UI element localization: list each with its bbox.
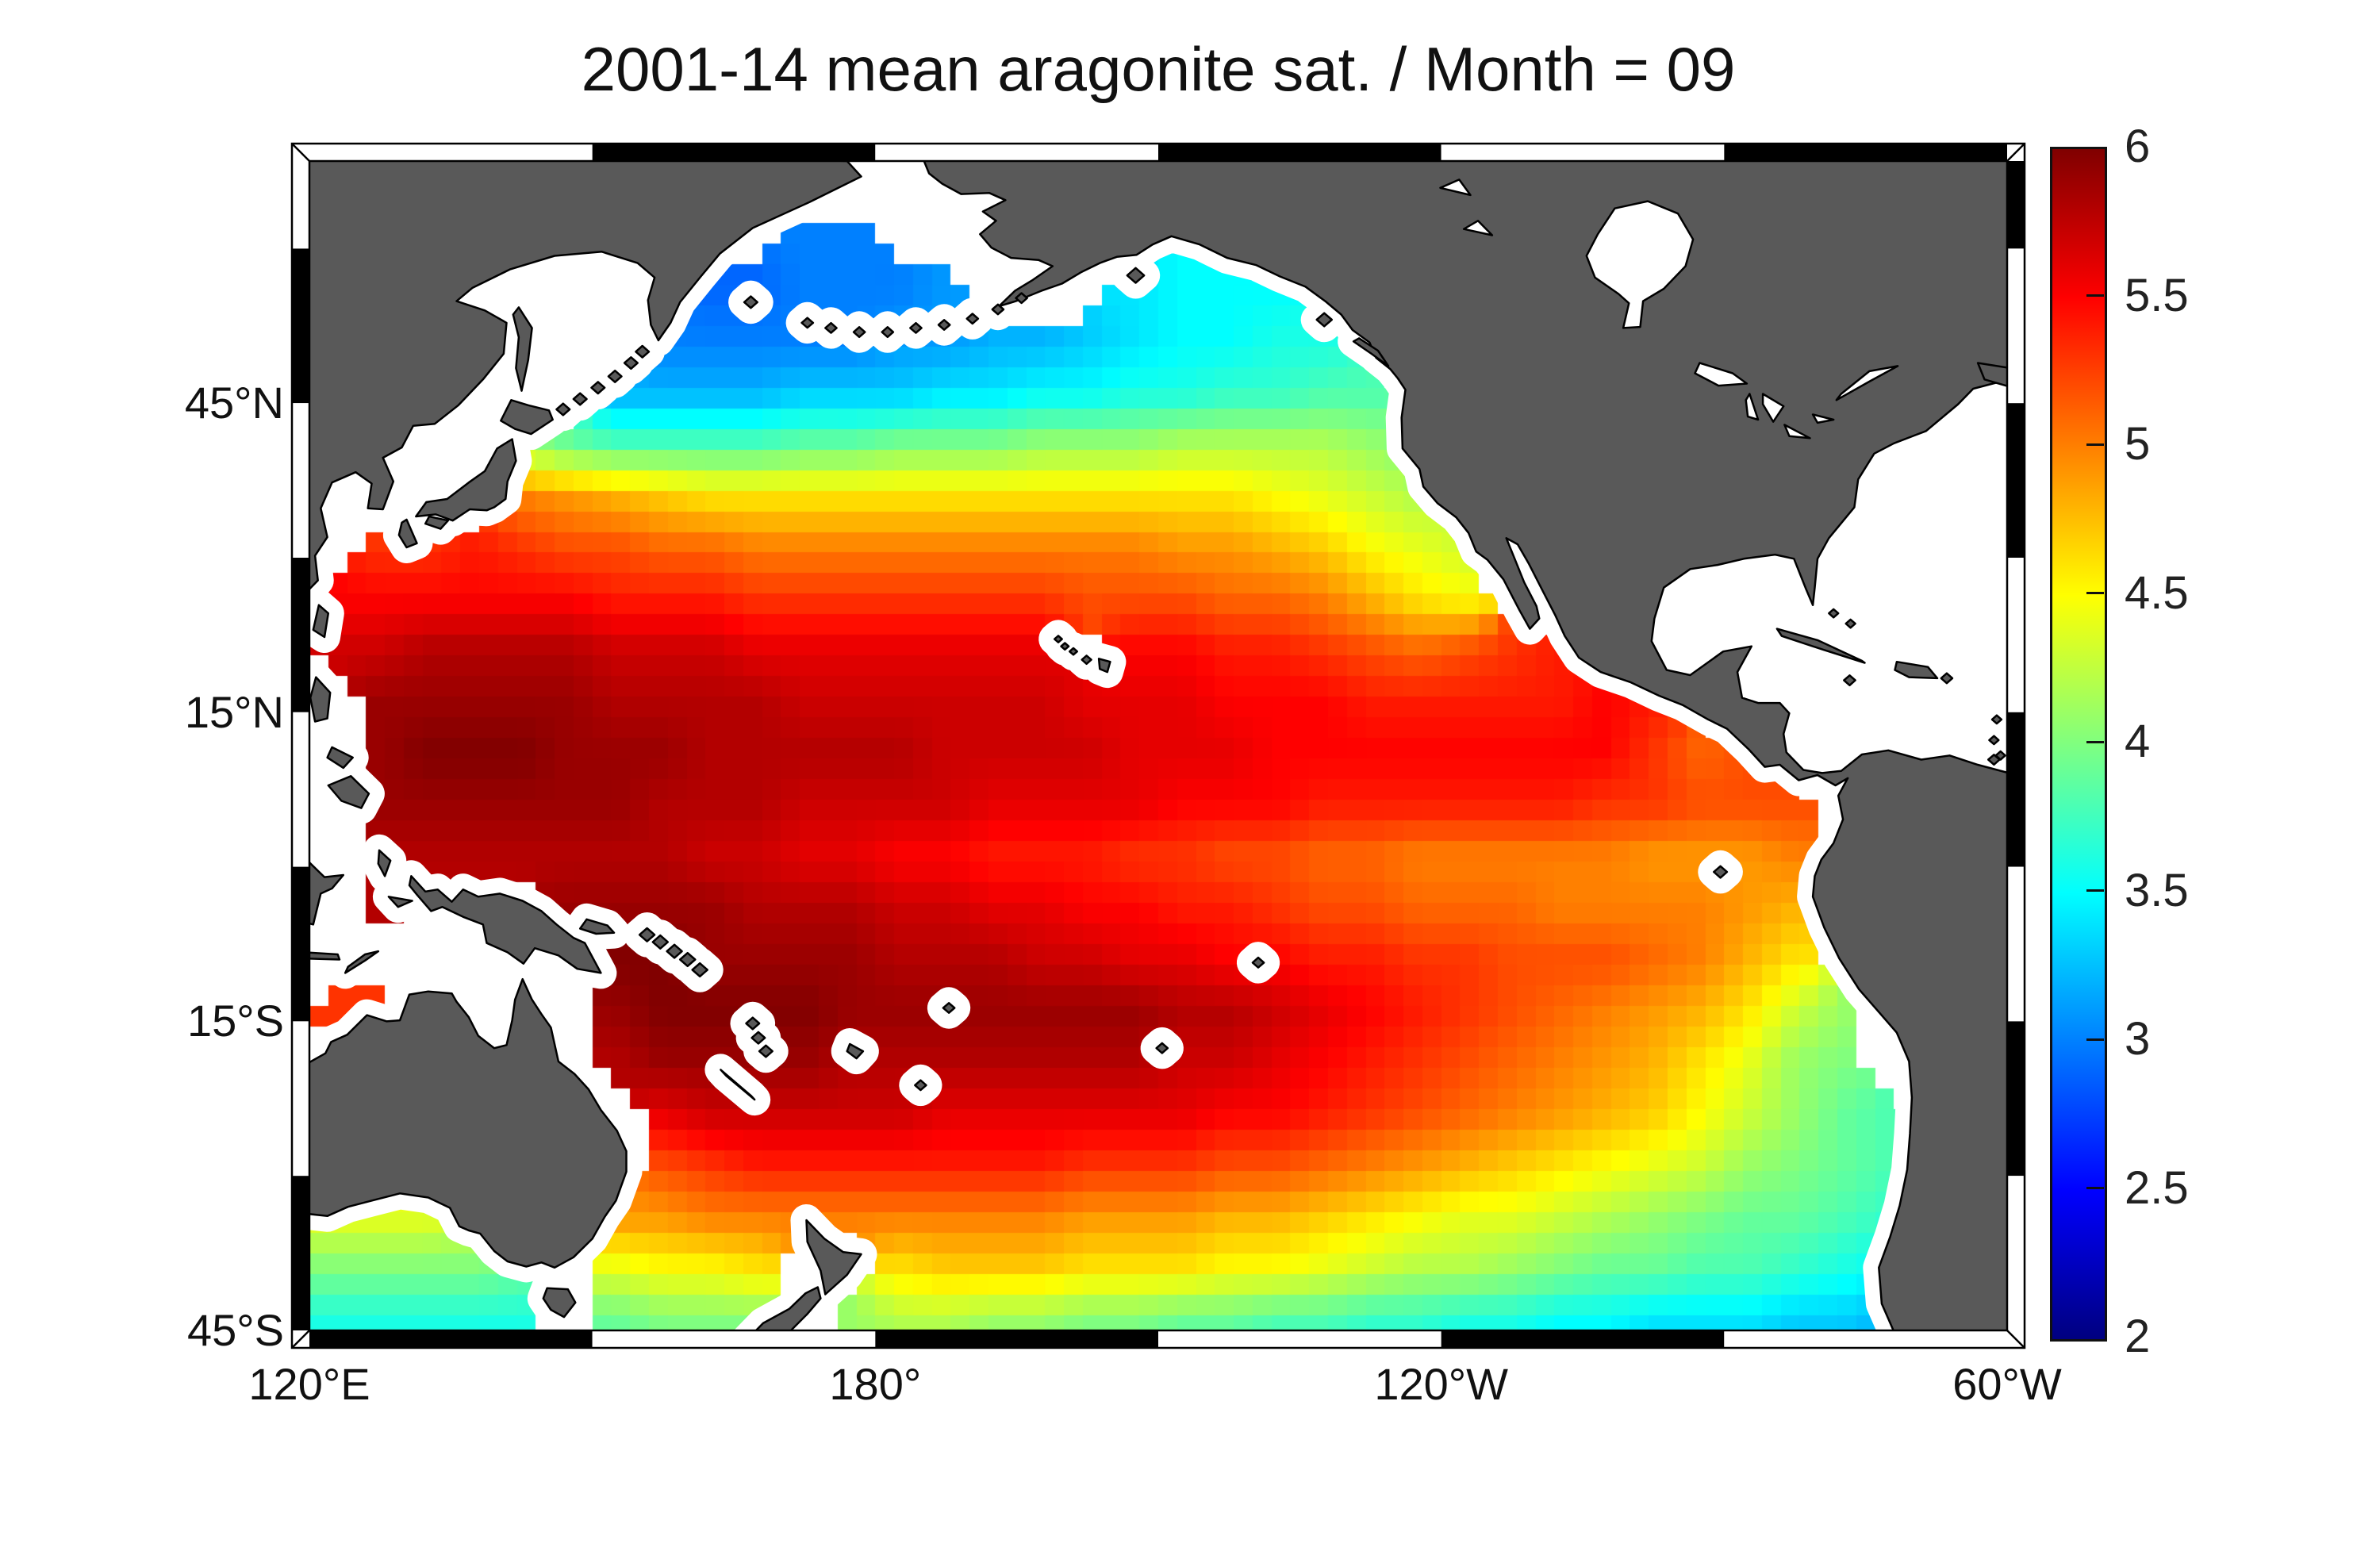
colorbar-tick-2.5 [2086,1187,2104,1189]
colorbar-label-4: 4 [2125,716,2151,767]
frame-miter-tr [2006,143,2025,162]
colorbar-label-5-5: 5.5 [2125,269,2189,321]
frame-left-seg-6 [292,1021,309,1177]
y-tick-label-45n: 45°N [184,378,284,428]
y-tick-label-15s: 15°S [186,996,284,1046]
frame-top-seg-5 [1724,144,2007,161]
x-tick-label-180: 180° [829,1359,922,1409]
colorbar-label-3-5: 3.5 [2125,864,2189,916]
frame-bottom-seg-1 [592,1330,876,1348]
colorbar-tick-4.5 [2086,592,2104,594]
landmass-americas [923,161,2007,1330]
x-tick-label-60w: 60°W [1952,1359,2062,1409]
frame-miter-br [2006,1330,2025,1349]
frame-left-seg-5 [292,866,309,1022]
frame-right-seg-4 [2007,712,2025,867]
frame-left-seg-0 [292,161,309,249]
colorbar-label-4-5: 4.5 [2125,566,2189,619]
y-tick-label-45s: 45°S [186,1305,284,1355]
frame-right-seg-2 [2007,403,2025,558]
frame-left-seg-3 [292,557,309,712]
x-tick-label-120e: 120°E [248,1359,370,1409]
frame-right-seg-6 [2007,1021,2025,1177]
frame-right-seg-7 [2007,1176,2025,1330]
colorbar-tick-3.5 [2086,889,2104,892]
frame-bottom-seg-3 [1158,1330,1441,1348]
frame-bottom-seg-4 [1441,1330,1725,1348]
frame-bottom-seg-2 [875,1330,1158,1348]
colorbar-label-5: 5 [2125,418,2151,470]
x-tick-label-120w: 120°W [1374,1359,1508,1409]
colorbar-label-3: 3 [2125,1013,2151,1065]
frame-right-seg-1 [2007,248,2025,404]
frame-left-seg-2 [292,403,309,558]
colorbar-label-2: 2 [2125,1311,2151,1362]
frame-top-seg-4 [1441,144,1725,161]
colorbar-tick-5 [2086,443,2104,446]
chart-title: 2001-14 mean aragonite sat. / Month = 09 [581,34,1736,104]
frame-top-seg-0 [309,144,593,161]
frame-top-seg-1 [592,144,876,161]
colorbar-tick-4 [2086,740,2104,743]
frame-left-seg-4 [292,712,309,867]
frame-miter-bl [291,1330,310,1349]
colorbar [2050,147,2107,1342]
frame-left-seg-7 [292,1176,309,1330]
frame-right-seg-3 [2007,557,2025,712]
frame-bottom-seg-5 [1724,1330,2007,1348]
frame-right-seg-0 [2007,161,2025,249]
landmass-big_island_hawaii [1097,658,1111,674]
frame-left-seg-1 [292,248,309,404]
frame-miter-tl [291,143,310,162]
colorbar-label-2-5: 2.5 [2125,1161,2189,1214]
frame-top-seg-3 [1158,144,1441,161]
y-tick-label-15n: 15°N [184,686,284,737]
frame-bottom-seg-0 [309,1330,593,1348]
frame-right-seg-5 [2007,866,2025,1022]
colorbar-tick-5.5 [2086,294,2104,297]
frame-top-seg-2 [875,144,1158,161]
colorbar-label-6: 6 [2125,121,2151,172]
colorbar-tick-3 [2086,1038,2104,1041]
land-layer [309,161,2007,1330]
landmass-lesser_sunda [309,951,341,961]
